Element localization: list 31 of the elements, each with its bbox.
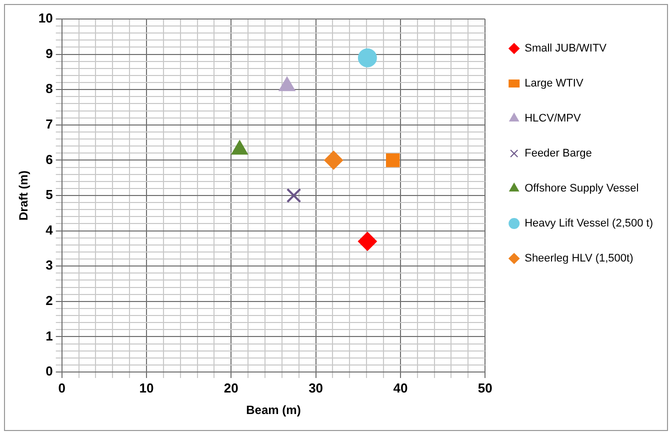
y-tick-label: 4	[46, 222, 54, 238]
x-tick-label: 20	[224, 380, 238, 396]
point	[358, 232, 377, 251]
x-tick-label: 10	[139, 380, 154, 396]
legend-label: Sheerleg HLV (1,500t)	[524, 252, 634, 265]
x-axis-title: Beam (m)	[246, 403, 301, 418]
point	[286, 188, 302, 203]
y-tick-label: 8	[46, 81, 53, 96]
x-tick-label: 50	[478, 380, 492, 396]
legend-label: Feeder Barge	[524, 148, 592, 160]
legend-label: Heavy Lift Vessel (2,500 t)	[524, 218, 654, 230]
legend-label: Small JUB/WITV	[524, 42, 608, 55]
y-tick-label: 3	[46, 258, 53, 273]
y-tick-label: 5	[46, 187, 53, 202]
x-tick-label: 30	[308, 380, 324, 396]
y-tick-label: 7	[46, 116, 53, 132]
y-tick-label: 9	[46, 46, 53, 61]
x-tick-label: 0	[58, 380, 66, 396]
y-tick-label: 2	[46, 292, 53, 308]
legend-label: Offshore Supply Vessel	[524, 182, 639, 195]
y-tick-label: 10	[38, 10, 53, 26]
point	[358, 48, 377, 68]
point	[386, 153, 400, 168]
legend-label: HLCV/MPV	[524, 112, 582, 125]
y-tick-label: 6	[46, 152, 53, 167]
y-tick-label: 0	[46, 364, 53, 379]
y-axis-title: Draft (m)	[16, 170, 31, 220]
point	[324, 150, 344, 170]
legend-label: Large WTIV	[524, 78, 584, 90]
x-tick-label: 40	[393, 380, 408, 396]
y-tick-label: 1	[46, 328, 53, 344]
